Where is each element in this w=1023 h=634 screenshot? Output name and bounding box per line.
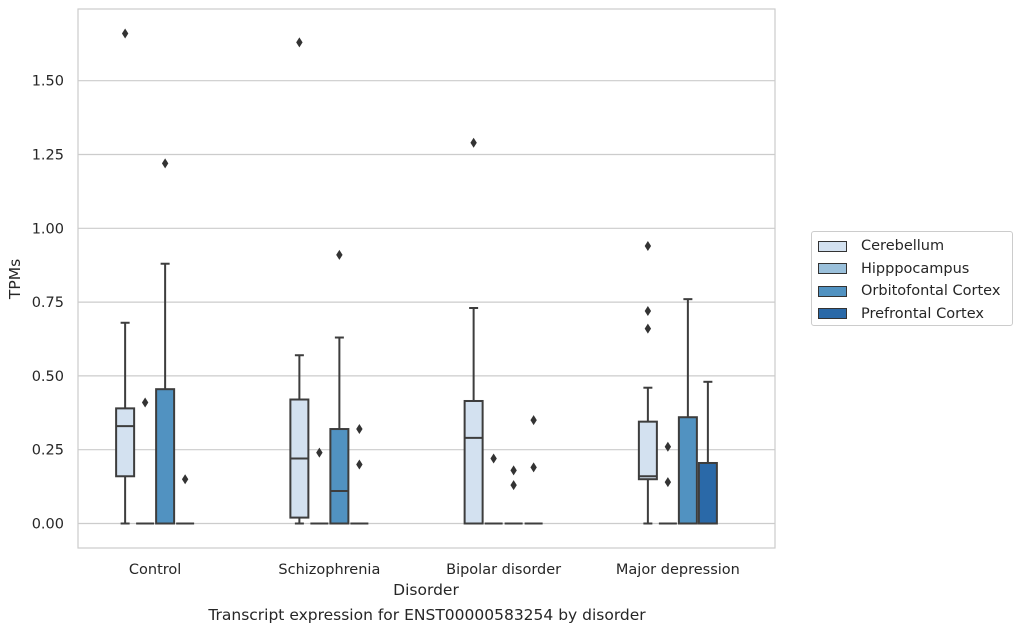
legend-label: Prefrontal Cortex: [861, 305, 984, 322]
legend-swatch-orbitofrontal: [818, 285, 847, 297]
outlier-point: [356, 459, 363, 470]
y-tick-label: 0.50: [32, 369, 64, 385]
box-iqr: [329, 428, 350, 525]
legend-item: Cerebellum: [818, 235, 1012, 258]
x-tick-label: Major depression: [616, 562, 740, 578]
legend-label: Orbitofontal Cortex: [861, 283, 1001, 300]
y-tick-label: 1.50: [32, 74, 64, 90]
y-tick-label: 0.25: [32, 443, 64, 459]
y-tick-labels: 0.00 0.25 0.50 0.75 1.00 1.25 1.50: [32, 74, 64, 533]
box-cerebellum: [637, 241, 658, 525]
legend-label: Hipppocampus: [861, 260, 970, 277]
y-axis-label: TPMs: [6, 259, 24, 300]
legend-swatch-prefrontal: [818, 308, 847, 320]
outlier-point: [644, 241, 652, 252]
box-prefrontal-cortex: [524, 415, 543, 525]
box-prefrontal-cortex: [697, 380, 718, 525]
legend-item: Hipppocampus: [818, 258, 1012, 281]
box-hipppocampus: [136, 397, 155, 525]
box-prefrontal-cortex: [176, 474, 195, 525]
outlier-point: [161, 158, 169, 169]
outlier-point: [530, 415, 537, 426]
outlier-point: [296, 37, 303, 48]
outlier-point: [664, 441, 672, 452]
y-tick-label: 1.00: [32, 221, 64, 237]
x-axis-label: Disorder: [393, 581, 459, 599]
outlier-point: [664, 477, 672, 488]
legend-label: Cerebellum: [861, 238, 945, 255]
plot-frame: [77, 8, 776, 549]
box-orbitofontal-cortex: [677, 298, 698, 525]
box-hipppocampus: [658, 441, 677, 525]
x-tick-label: Schizophrenia: [278, 562, 380, 578]
outlier-point: [181, 474, 189, 485]
box-prefrontal-cortex: [350, 424, 369, 525]
box-iqr: [637, 420, 658, 481]
legend-item: Prefrontal Cortex: [818, 303, 1012, 326]
y-tick-label: 1.25: [32, 148, 64, 164]
box-cerebellum: [289, 37, 310, 525]
box-iqr: [155, 388, 176, 525]
box-hipppocampus: [310, 447, 329, 525]
outlier-point: [121, 28, 129, 39]
outlier-point: [510, 465, 517, 476]
legend-item: Orbitofontal Cortex: [818, 280, 1012, 303]
legend: Cerebellum Hipppocampus Orbitofontal Cor…: [811, 231, 1013, 326]
box-iqr: [463, 399, 484, 525]
y-tick-label: 0.00: [32, 517, 64, 533]
box-orbitofontal-cortex: [504, 465, 523, 525]
x-tick-labels: Control Schizophrenia Bipolar disorder Majo…: [129, 562, 740, 578]
box-orbitofontal-cortex: [329, 249, 350, 525]
outlier-point: [644, 305, 652, 316]
outlier-point: [510, 480, 517, 491]
outlier-point: [141, 397, 149, 408]
outlier-point: [530, 462, 537, 473]
legend-swatch-hippocampus: [818, 263, 847, 275]
box-cerebellum: [115, 28, 136, 525]
chart-caption: Transcript expression for ENST0000058325…: [208, 606, 646, 624]
box-iqr: [677, 416, 698, 525]
boxes-layer: [115, 28, 718, 525]
gridlines: [78, 80, 775, 525]
outlier-point: [644, 323, 652, 334]
box-hipppocampus: [484, 453, 503, 525]
outlier-point: [316, 447, 323, 458]
x-tick-label: Control: [129, 562, 181, 578]
x-tick-label: Bipolar disorder: [446, 562, 561, 578]
outlier-point: [356, 424, 363, 435]
legend-swatch-cerebellum: [818, 240, 847, 252]
outlier-point: [490, 453, 497, 464]
box-iqr: [697, 461, 718, 525]
outlier-point: [336, 249, 343, 260]
box-orbitofontal-cortex: [155, 158, 176, 525]
box-cerebellum: [463, 137, 484, 525]
y-tick-label: 0.75: [32, 295, 64, 311]
box-iqr: [115, 407, 136, 478]
outlier-point: [470, 137, 477, 148]
